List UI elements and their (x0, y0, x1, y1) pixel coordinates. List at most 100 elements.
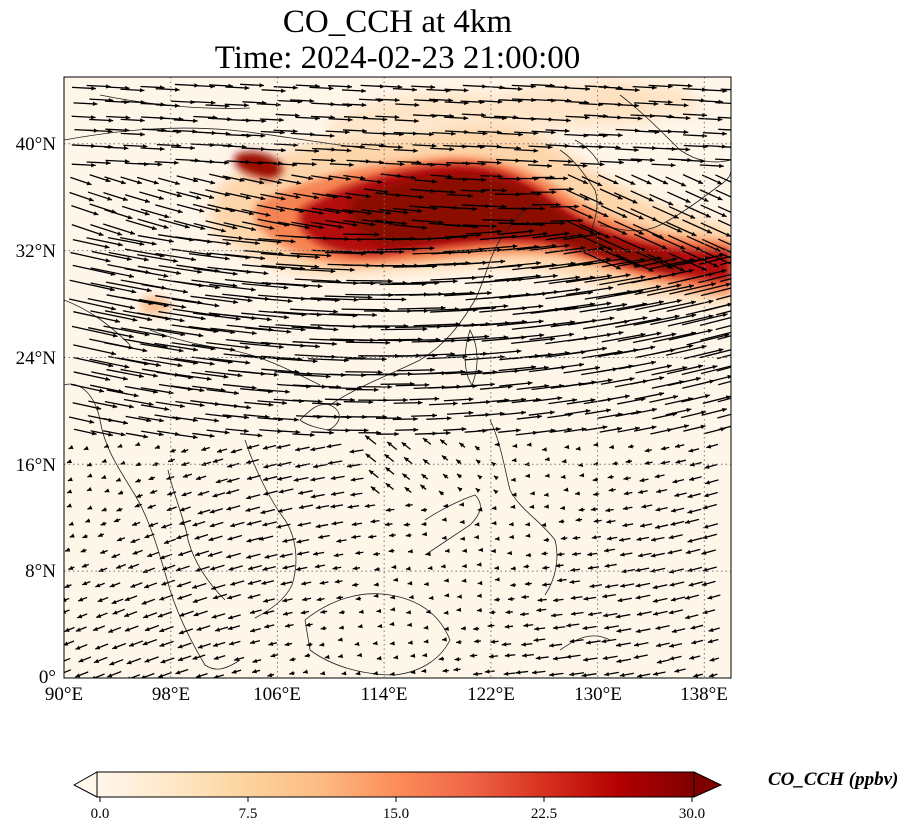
wind-arrow-head (332, 565, 338, 571)
wind-arrow-shaft (579, 331, 624, 341)
wind-arrow-head (199, 208, 205, 213)
wind-arrow-head (111, 351, 117, 356)
wind-arrow-head (108, 118, 114, 123)
wind-arrow-head (515, 428, 521, 433)
wind-arrow-shaft (497, 230, 534, 236)
wind-arrow-shaft (563, 302, 612, 311)
wind-arrow-head (588, 611, 593, 617)
wind-arrow-head (650, 553, 656, 558)
wind-arrow-head (684, 424, 689, 429)
wind-arrow-head (592, 477, 598, 482)
wind-arrow-shaft (90, 223, 123, 236)
lon-tick-label: 98°E (151, 684, 191, 705)
wind-arrow-head (725, 232, 731, 237)
wind-arrow-shaft (308, 358, 349, 362)
wind-arrow-head (97, 597, 103, 602)
wind-arrow-shaft (681, 365, 718, 376)
wind-arrow-head (733, 196, 738, 200)
wind-arrow-shaft (341, 308, 390, 311)
wind-arrow-head (580, 246, 586, 251)
wind-arrow-head (671, 332, 677, 337)
wind-arrow-head (279, 117, 284, 123)
wind-arrow-head (744, 298, 749, 302)
wind-arrow-head (144, 211, 150, 216)
wind-arrow-head (300, 610, 306, 615)
wind-arrow-shaft (511, 366, 549, 373)
wind-arrow-head (67, 477, 73, 482)
wind-arrow-shaft (720, 252, 731, 259)
wind-arrow-shaft (395, 384, 430, 387)
wind-arrow-head (543, 231, 548, 237)
wind-arrow-head (642, 316, 648, 321)
wind-arrow-head (553, 597, 558, 603)
wind-arrow-shaft (120, 327, 167, 338)
wind-arrow-head (228, 615, 233, 620)
wind-arrow-head (129, 273, 134, 279)
wind-arrow-shaft (307, 385, 342, 388)
wind-arrow-shaft (717, 397, 731, 403)
wind-arrow-head (98, 567, 104, 572)
wind-arrow-head (148, 401, 154, 407)
wind-arrow-head (177, 209, 183, 214)
wind-arrow-shaft (256, 204, 285, 212)
wind-arrow-head (314, 264, 320, 269)
wind-arrow-head (328, 86, 334, 91)
wind-arrow-shaft (477, 205, 507, 208)
wind-arrow-head (638, 230, 644, 235)
wind-arrow-head (177, 595, 183, 600)
wind-arrow-shaft (630, 376, 665, 385)
wind-arrow-head (605, 507, 611, 513)
wind-arrow-head (616, 658, 622, 664)
wind-arrow-head (434, 396, 440, 401)
wind-arrow-head (319, 642, 325, 647)
wind-arrow-head (674, 314, 680, 319)
wind-arrow-head (414, 118, 419, 124)
wind-arrow-head (581, 673, 587, 678)
wind-arrow-head (249, 609, 255, 615)
colorbar-max-extend (693, 771, 723, 798)
wind-arrow-head (727, 374, 731, 380)
wind-arrow-head (135, 461, 141, 466)
wind-arrow-head (529, 504, 535, 509)
wind-arrow-head (214, 284, 220, 290)
wind-arrow-head (181, 461, 187, 466)
wind-arrow-shaft (684, 204, 711, 218)
wind-arrow-head (540, 206, 545, 211)
wind-arrow-shaft (600, 205, 628, 219)
wind-arrow-shaft (716, 354, 731, 360)
wind-arrow-shaft (686, 235, 721, 252)
wind-arrow-head (417, 208, 423, 214)
wind-arrow-head (672, 257, 678, 262)
wind-arrow-head (682, 366, 688, 371)
wind-arrow-head (568, 159, 573, 164)
wind-arrow-shaft (171, 342, 216, 350)
wind-arrow-head (669, 582, 675, 587)
wind-arrow-head (494, 442, 500, 447)
wind-arrow-head (616, 642, 621, 648)
wind-arrow-head (159, 146, 165, 152)
wind-arrow-head (439, 491, 444, 496)
wind-arrow-head (701, 410, 706, 415)
wind-arrow-shaft (565, 347, 608, 355)
wind-arrow-head (305, 622, 311, 627)
wind-arrow-head (207, 552, 213, 557)
wind-arrow-head (370, 519, 376, 524)
wind-arrow-head (99, 388, 105, 393)
wind-arrow-head (403, 397, 408, 403)
wind-arrow-head (481, 177, 486, 182)
wind-arrow-head (393, 655, 399, 660)
wind-arrow-shaft (86, 237, 123, 246)
wind-arrow-head (230, 523, 236, 528)
wind-arrow-head (404, 487, 410, 492)
wind-arrow-head (155, 362, 161, 368)
wind-arrow-shaft (651, 366, 688, 376)
wind-arrow-head (336, 538, 342, 543)
wind-arrow-head (347, 84, 353, 89)
wind-arrow-shaft (633, 315, 680, 326)
wind-arrow-head (424, 581, 429, 587)
wind-arrow-head (487, 290, 492, 296)
wind-arrow-head (555, 563, 561, 568)
wind-arrow-head (330, 504, 336, 509)
wind-arrow-head (282, 565, 288, 570)
wind-arrow-shaft (716, 366, 731, 372)
